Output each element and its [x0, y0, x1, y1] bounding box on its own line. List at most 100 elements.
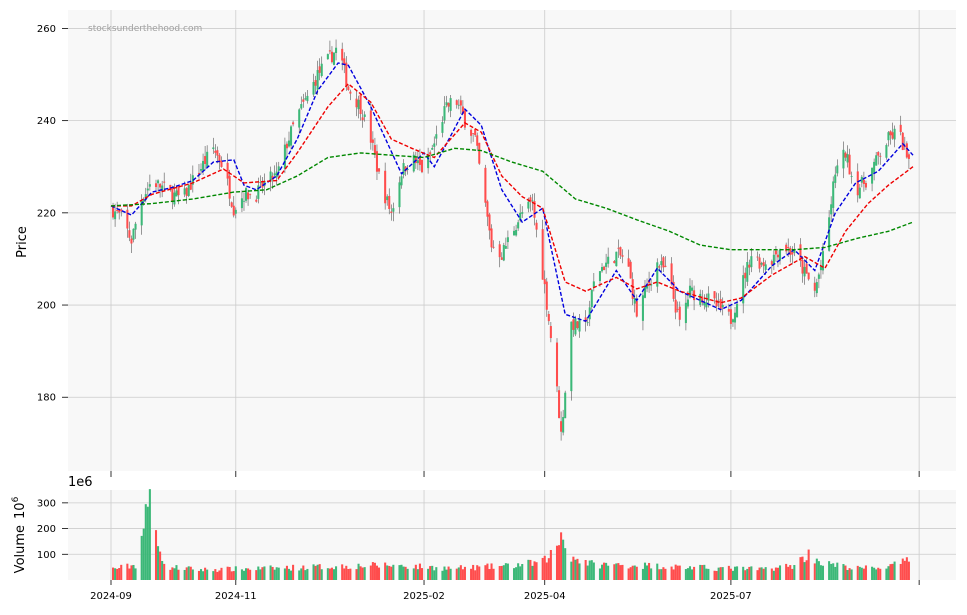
volume-bar — [513, 568, 516, 580]
volume-bar — [132, 564, 135, 580]
volume-bar — [907, 561, 910, 580]
candle-body — [234, 209, 237, 214]
candle-body — [492, 246, 495, 248]
volume-bar — [161, 560, 164, 580]
candle-body — [885, 145, 888, 158]
volume-bar — [736, 566, 739, 580]
candle-body — [805, 263, 808, 274]
candle-body — [285, 143, 288, 149]
candle-body — [175, 190, 178, 197]
candle-body — [864, 183, 867, 188]
volume-bar — [140, 535, 143, 580]
price-y-ticks: 180 200 220 240 260 — [37, 24, 68, 404]
candle-body — [615, 251, 618, 267]
volume-bar — [130, 565, 133, 580]
volume-bar — [641, 568, 644, 580]
volume-bar — [261, 567, 264, 580]
volume-bar — [406, 568, 409, 580]
volume-bar — [429, 566, 432, 580]
volume-bar — [435, 567, 438, 580]
volume-bar — [621, 564, 624, 580]
volume-bar — [633, 565, 636, 580]
volume-bar — [275, 567, 278, 580]
candle-body — [549, 326, 552, 339]
moving-average-lines — [110, 62, 914, 323]
candle-body — [764, 264, 767, 270]
candle-body — [600, 267, 604, 272]
candle-body — [431, 148, 434, 150]
volume-bar — [244, 568, 248, 580]
volume-bar — [247, 568, 250, 580]
candle-body — [727, 309, 730, 312]
volume-bar — [701, 565, 704, 580]
candle-body — [316, 70, 319, 90]
candle-body — [218, 155, 221, 163]
volume-y-axis-label-name: Volume — [13, 525, 28, 573]
candlesticks — [112, 39, 910, 441]
candle-body — [662, 257, 665, 268]
volume-bar — [255, 570, 258, 580]
volume-bar — [879, 568, 882, 580]
volume-bar — [707, 568, 710, 580]
candle-body — [357, 99, 360, 110]
volume-bar — [126, 563, 129, 580]
candle-body — [813, 282, 816, 291]
volume-bar — [858, 566, 861, 580]
candle-body — [126, 209, 129, 229]
volume-bar — [572, 556, 575, 580]
candle-body — [447, 102, 450, 107]
candle-body — [375, 151, 379, 172]
volume-bar — [889, 564, 892, 580]
candle-body — [678, 306, 681, 320]
volume-bar — [785, 563, 788, 580]
candle-body — [517, 222, 520, 229]
volume-bar — [285, 565, 288, 580]
candle-body — [627, 258, 630, 267]
volume-bar — [328, 568, 331, 580]
candle-body — [578, 319, 581, 332]
candle-body — [613, 261, 616, 264]
volume-bar — [828, 561, 831, 580]
volume-bar — [744, 570, 747, 580]
candle-body — [742, 275, 745, 304]
volume-bar — [292, 564, 295, 580]
volume-bar — [691, 569, 694, 580]
volume-bar — [727, 565, 730, 580]
volume-bar — [613, 564, 616, 580]
candle-body — [300, 104, 303, 109]
candle-body — [774, 250, 777, 255]
candle-body — [247, 192, 250, 200]
volume-bar — [834, 566, 837, 580]
volume-bar — [177, 569, 180, 580]
candle-body — [463, 110, 466, 128]
volume-bar — [218, 570, 221, 580]
candle-body — [848, 154, 851, 175]
volume-bar — [864, 565, 867, 580]
candle-body — [330, 51, 333, 63]
volume-bar — [472, 564, 475, 580]
candle-body — [388, 195, 391, 209]
candle-body — [416, 160, 419, 164]
volume-bar — [169, 569, 172, 580]
candle-body — [560, 421, 563, 432]
watermark: stocksunderthehood.com — [88, 24, 202, 34]
volume-bar — [498, 566, 501, 580]
volume-bar — [592, 562, 595, 580]
volume-bar — [369, 565, 372, 580]
candle-body — [803, 266, 806, 277]
candle-body — [744, 272, 747, 279]
candle-body — [533, 201, 536, 218]
candle-body — [607, 256, 610, 264]
volume-bar — [404, 566, 407, 580]
volume-bar — [302, 565, 305, 580]
volume-bar — [212, 571, 215, 580]
volume-y-tick-label: 300 — [37, 498, 56, 509]
volume-bar — [588, 560, 591, 580]
candle-body — [386, 196, 389, 201]
volume-bar — [330, 567, 333, 580]
volume-bar — [529, 559, 532, 580]
candle-body — [846, 154, 849, 163]
candle-body — [899, 124, 902, 132]
candle-body — [177, 186, 180, 196]
volume-bar — [230, 571, 233, 580]
